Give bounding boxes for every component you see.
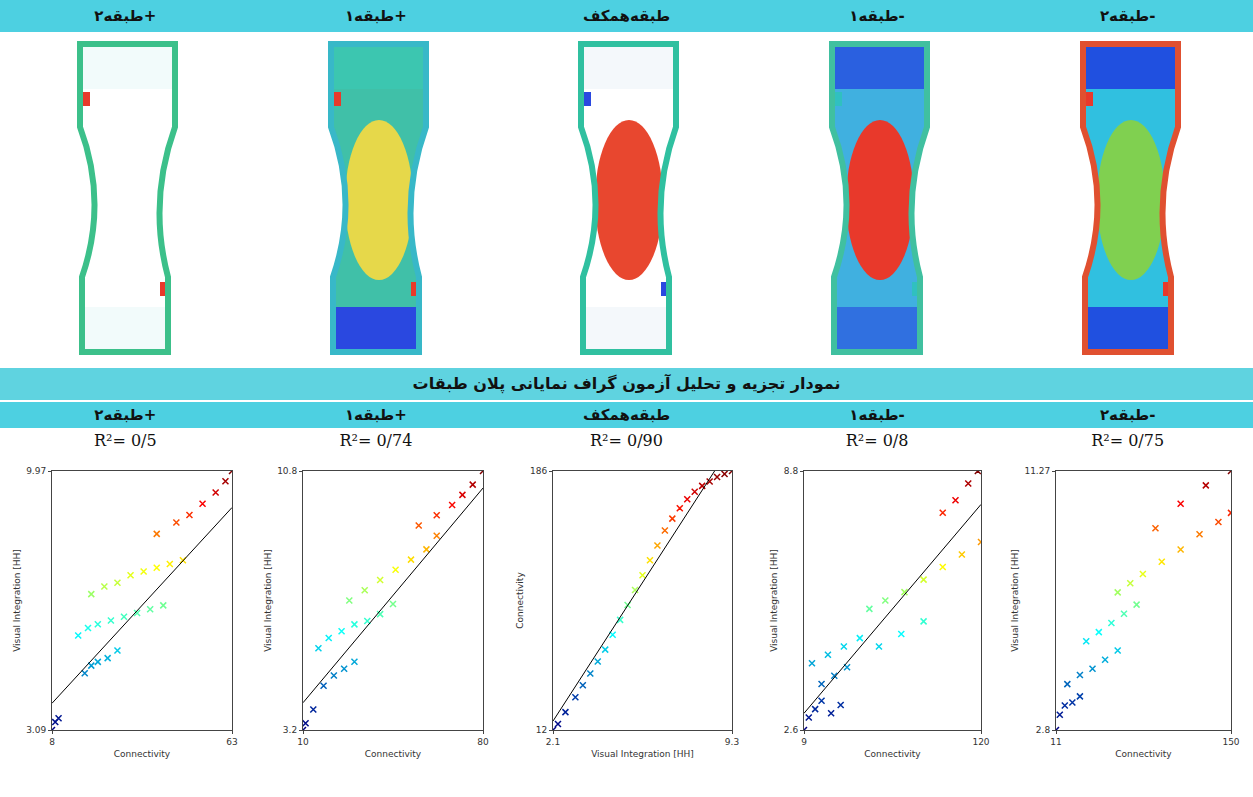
svg-text:2.6: 2.6 [784,725,799,735]
svg-text:Connectivity: Connectivity [114,749,171,759]
svg-text:Connectivity: Connectivity [864,749,921,759]
html-text:نمودار تجزیه و تحلیل آزمون گرا: نمودار تجزیه و تحلیل آزمون گراف نمایانی … [412,374,841,393]
svg-text:150: 150 [1223,737,1240,747]
svg-text:9.97: 9.97 [26,466,46,476]
svg-text:8.8: 8.8 [784,466,799,476]
svg-text:186: 186 [530,466,547,476]
svg-text:Connectivity: Connectivity [1116,749,1173,759]
svg-text:120: 120 [972,737,989,747]
svg-text:12: 12 [536,725,547,735]
svg-text:3.09: 3.09 [26,725,46,735]
svg-text:63: 63 [226,737,237,747]
html-text:طبقه۲-: طبقه۲- [1099,7,1156,25]
svg-text:Visual Integration [HH]: Visual Integration [HH] [591,749,694,759]
svg-text:9: 9 [801,737,807,747]
svg-text:Connectivity: Connectivity [364,749,421,759]
svg-text:Visual Integration [HH]: Visual Integration [HH] [262,549,272,652]
svg-text:11: 11 [1051,737,1062,747]
svg-text:2.8: 2.8 [1036,725,1051,735]
html-text:R²= 0/8: R²= 0/8 [845,431,909,450]
html-text:طبقه۲-: طبقه۲- [1099,406,1156,424]
svg-text:Visual Integration [HH]: Visual Integration [HH] [1010,549,1020,652]
svg-text:80: 80 [477,737,489,747]
html-text:طبقه‌همکف: طبقه‌همکف [582,406,671,424]
svg-text:Visual Integration [HH]: Visual Integration [HH] [12,549,22,652]
svg-text:Connectivity: Connectivity [516,572,526,629]
html-text:طبقه۲+: طبقه۲+ [94,406,157,424]
svg-text:3.2: 3.2 [282,725,296,735]
html-text:R²= 0/90: R²= 0/90 [590,431,663,450]
html-text:طبقه‌همکف: طبقه‌همکف [582,7,671,25]
svg-text:11.27: 11.27 [1025,466,1051,476]
svg-text:10: 10 [297,737,309,747]
html-text:طبقه۱-: طبقه۱- [849,406,905,424]
html-text:طبقه۱+: طبقه۱+ [344,7,407,25]
svg-text:9.3: 9.3 [725,737,739,747]
html-text:R²= 0/5: R²= 0/5 [93,431,157,450]
svg-text:10.8: 10.8 [277,466,297,476]
svg-text:2.1: 2.1 [546,737,560,747]
html-text:طبقه۲+: طبقه۲+ [94,7,157,25]
svg-text:8: 8 [49,737,55,747]
html-text:طبقه۱+: طبقه۱+ [344,406,407,424]
svg-text:Visual Integration [HH]: Visual Integration [HH] [769,549,779,652]
html-text:R²= 0/74: R²= 0/74 [339,431,413,450]
html-text:R²= 0/75: R²= 0/75 [1091,431,1165,450]
html-text:طبقه۱-: طبقه۱- [849,7,905,25]
